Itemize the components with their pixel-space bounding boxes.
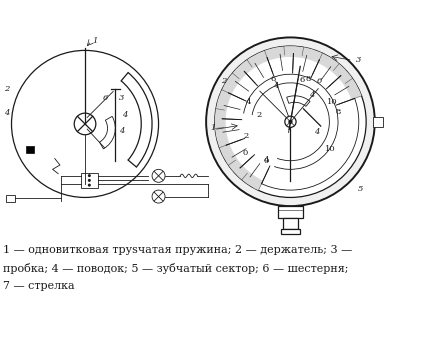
Circle shape — [206, 37, 375, 206]
Text: 8: 8 — [336, 108, 341, 116]
Wedge shape — [99, 116, 115, 149]
Wedge shape — [215, 46, 362, 190]
Text: 4: 4 — [274, 82, 280, 90]
Circle shape — [215, 46, 366, 198]
Text: 3: 3 — [119, 94, 124, 102]
FancyBboxPatch shape — [373, 117, 384, 127]
Text: 2: 2 — [221, 77, 227, 85]
FancyBboxPatch shape — [278, 206, 303, 218]
Circle shape — [288, 120, 293, 124]
Text: 1 — одновитковая труsчатая пружина; 2 — держатель; 3 —: 1 — одновитковая труsчатая пружина; 2 — … — [3, 245, 352, 255]
Circle shape — [88, 179, 91, 182]
FancyBboxPatch shape — [81, 173, 98, 188]
Text: 5: 5 — [357, 185, 363, 193]
Text: 4: 4 — [309, 91, 314, 99]
FancyBboxPatch shape — [281, 228, 300, 234]
Circle shape — [88, 184, 91, 187]
Text: 4: 4 — [4, 109, 9, 117]
Text: 0: 0 — [263, 157, 269, 165]
Text: 6: 6 — [102, 94, 108, 102]
Circle shape — [88, 174, 91, 177]
Text: 1: 1 — [210, 125, 216, 132]
FancyBboxPatch shape — [26, 146, 34, 153]
Text: 4: 4 — [122, 111, 127, 119]
Text: 6: 6 — [270, 75, 276, 83]
Text: 4: 4 — [246, 98, 251, 106]
Text: 4: 4 — [119, 127, 124, 134]
Text: пробка; 4 — поводок; 5 — зубчатый сектор; 6 — шестерня;: пробка; 4 — поводок; 5 — зубчатый сектор… — [3, 263, 348, 274]
Text: 2: 2 — [4, 85, 9, 94]
Text: 6: 6 — [316, 77, 322, 85]
Text: 10: 10 — [325, 145, 336, 153]
Text: 8: 8 — [305, 75, 310, 83]
Text: 2: 2 — [244, 132, 249, 140]
Circle shape — [222, 54, 359, 190]
Text: 7 — стрелка: 7 — стрелка — [3, 281, 74, 291]
Text: 2: 2 — [257, 110, 262, 119]
Text: 1: 1 — [93, 37, 98, 45]
Wedge shape — [287, 96, 310, 106]
Text: 4: 4 — [314, 128, 319, 136]
Text: 10: 10 — [327, 98, 338, 106]
Text: 4: 4 — [264, 156, 269, 164]
FancyBboxPatch shape — [283, 218, 298, 228]
Text: 3: 3 — [356, 56, 362, 64]
FancyBboxPatch shape — [6, 195, 15, 202]
Text: 6: 6 — [300, 76, 305, 84]
Text: 0: 0 — [242, 150, 247, 157]
